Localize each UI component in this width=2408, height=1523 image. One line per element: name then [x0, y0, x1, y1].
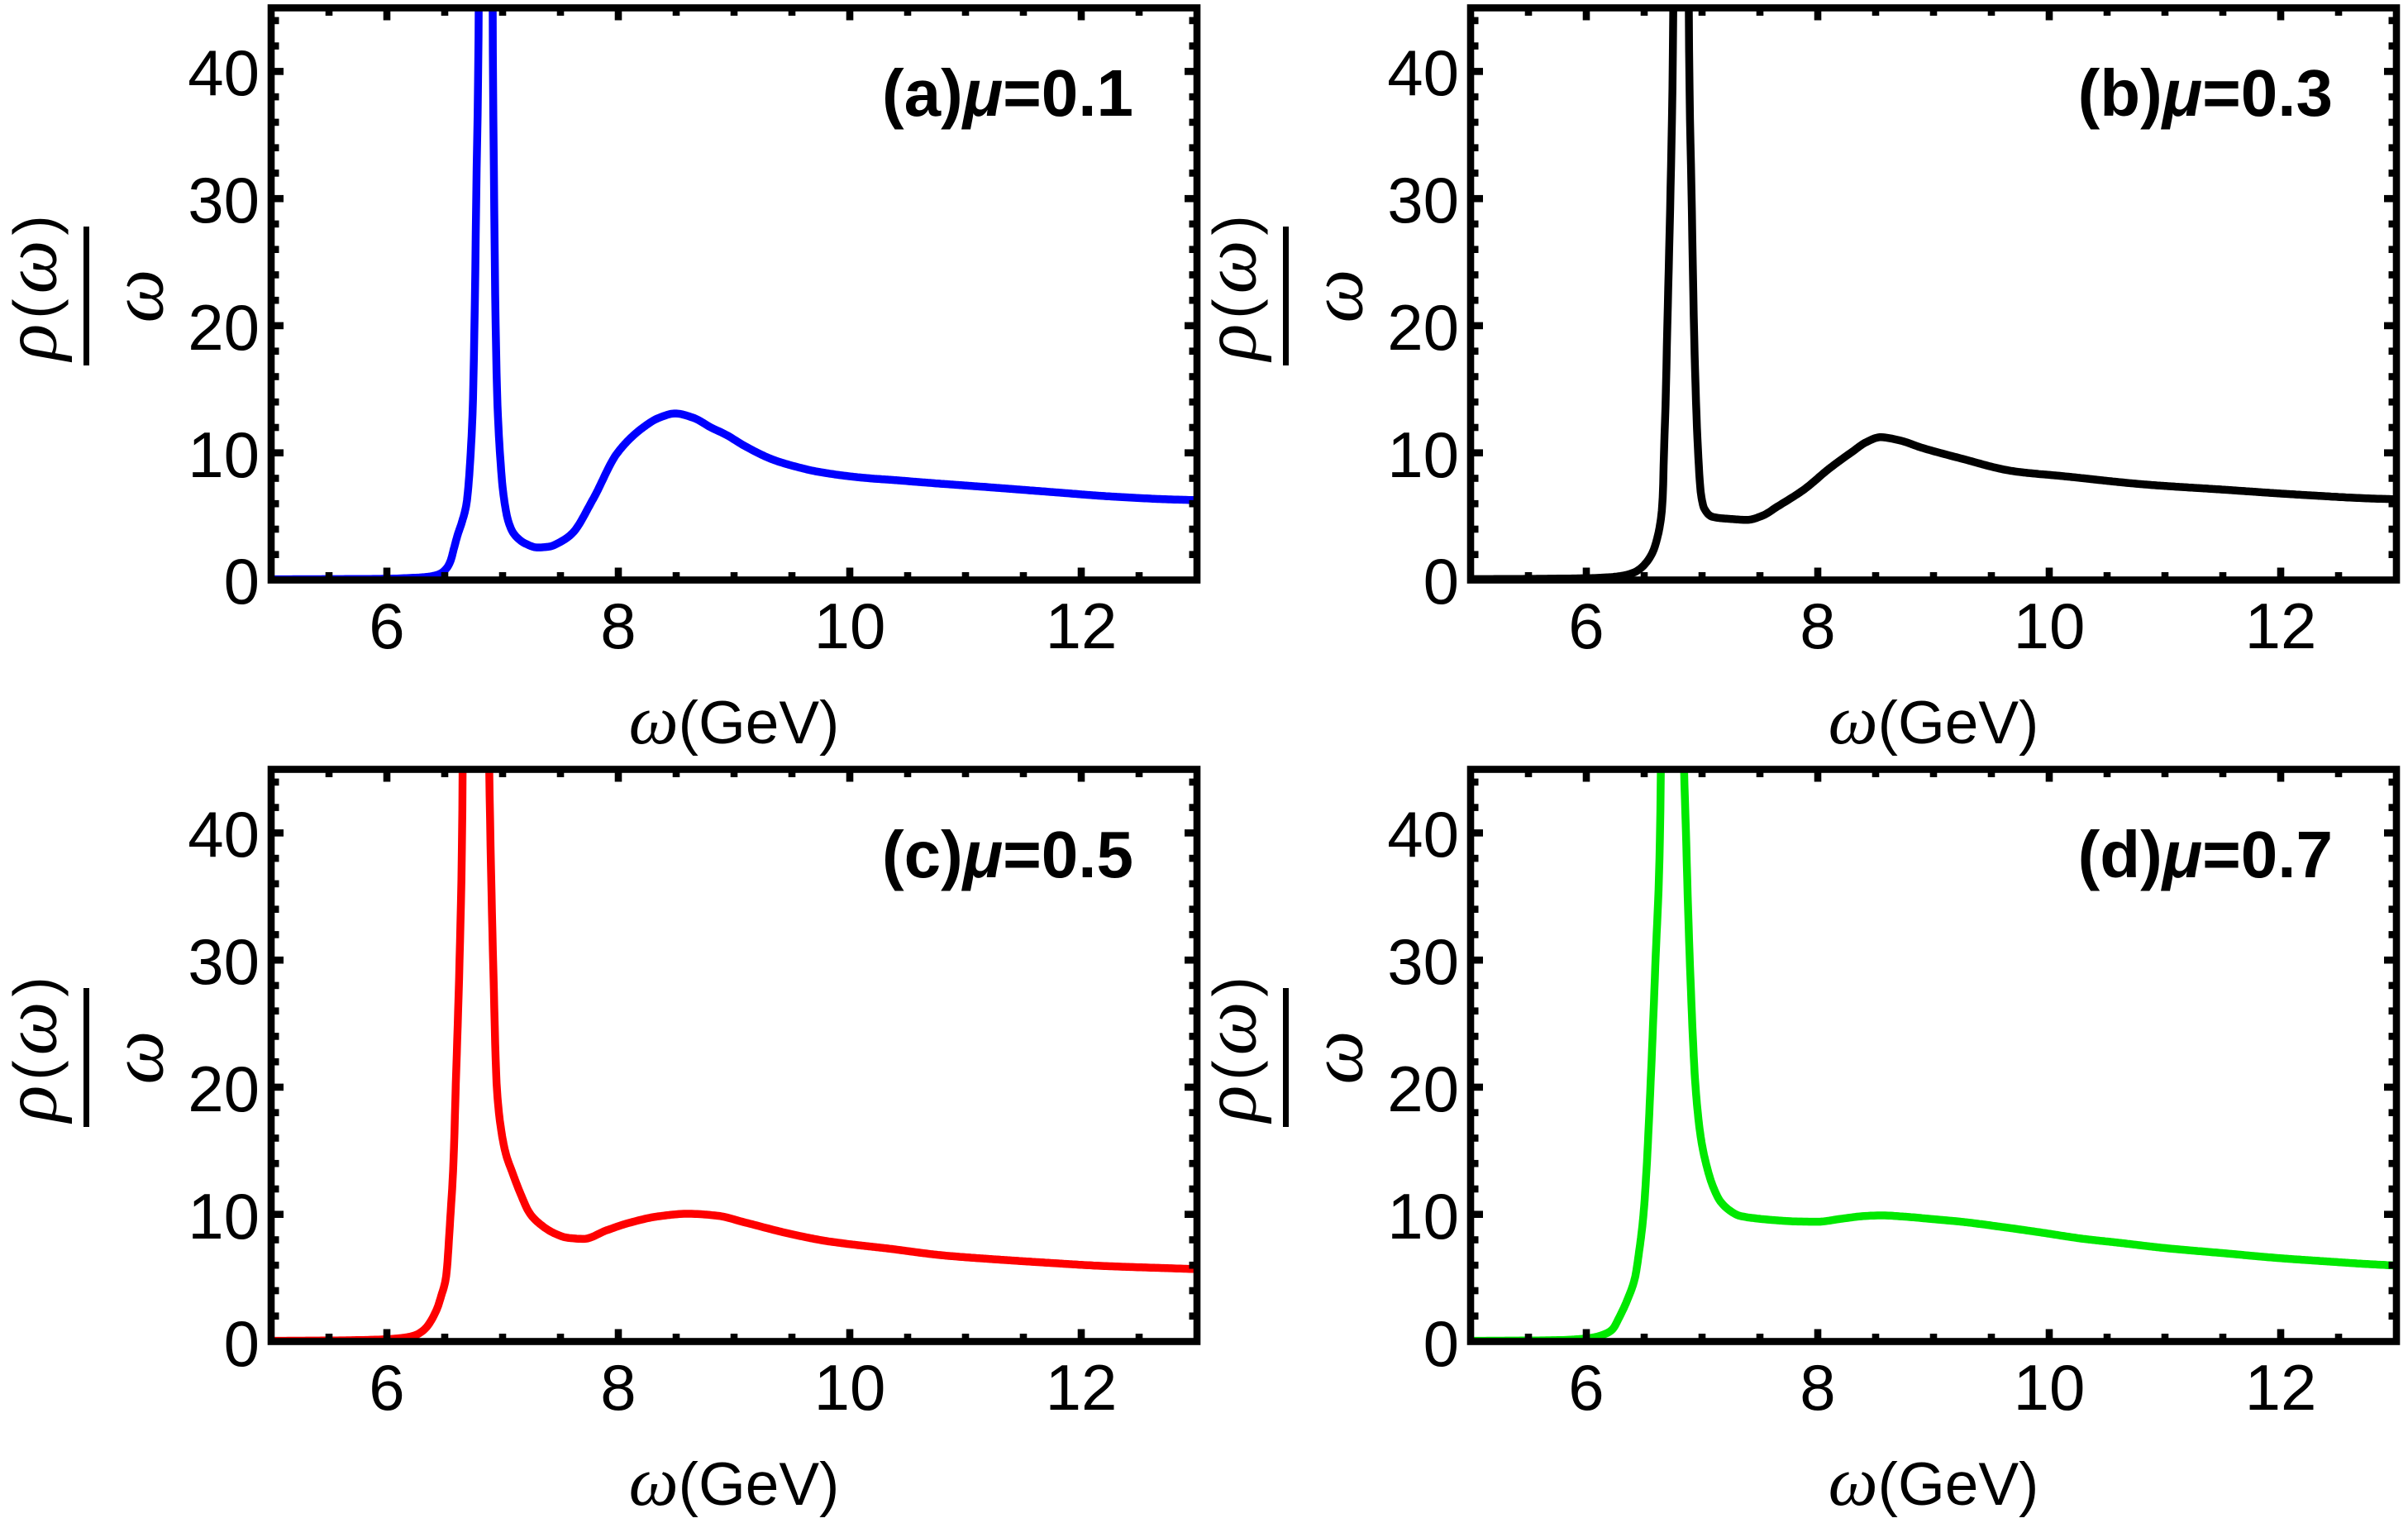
svg-text:(b)μ=0.3: (b)μ=0.3 [2078, 56, 2333, 130]
svg-text:10: 10 [1387, 1180, 1459, 1253]
svg-text:0: 0 [224, 545, 260, 618]
svg-text:ω(GeV): ω(GeV) [1829, 681, 2039, 759]
svg-text:20: 20 [1387, 1053, 1459, 1125]
svg-text:12: 12 [1046, 590, 1118, 662]
svg-text:6: 6 [1568, 590, 1604, 662]
svg-text:8: 8 [1800, 590, 1835, 662]
svg-text:20: 20 [1387, 291, 1459, 364]
svg-text:10: 10 [2014, 590, 2086, 662]
svg-text:6: 6 [1568, 1351, 1604, 1424]
svg-text:ω: ω [1295, 1031, 1379, 1085]
svg-text:8: 8 [1800, 1351, 1835, 1424]
svg-text:0: 0 [1423, 1307, 1459, 1380]
svg-text:8: 8 [600, 1351, 636, 1424]
svg-text:6: 6 [369, 590, 404, 662]
svg-text:30: 30 [1387, 164, 1459, 236]
svg-text:0: 0 [1423, 545, 1459, 618]
svg-text:ω(GeV): ω(GeV) [629, 1443, 840, 1521]
svg-text:ω: ω [1295, 270, 1379, 323]
svg-text:40: 40 [188, 36, 260, 109]
svg-text:10: 10 [2014, 1351, 2086, 1424]
svg-text:10: 10 [814, 1351, 886, 1424]
svg-text:ω: ω [95, 270, 179, 323]
svg-text:(a)μ=0.1: (a)μ=0.1 [882, 56, 1133, 130]
svg-text:(c)μ=0.5: (c)μ=0.5 [882, 818, 1133, 891]
svg-text:0: 0 [224, 1307, 260, 1380]
svg-text:20: 20 [188, 1053, 260, 1125]
svg-text:12: 12 [1046, 1351, 1118, 1424]
svg-text:30: 30 [188, 164, 260, 236]
svg-text:6: 6 [369, 1351, 404, 1424]
svg-text:40: 40 [1387, 36, 1459, 109]
svg-text:12: 12 [2245, 1351, 2317, 1424]
svg-text:ω(GeV): ω(GeV) [1829, 1443, 2039, 1521]
svg-text:ρ(ω): ρ(ω) [1188, 210, 1272, 363]
svg-text:ω: ω [95, 1031, 179, 1085]
svg-text:12: 12 [2245, 590, 2317, 662]
svg-text:40: 40 [188, 798, 260, 871]
svg-text:30: 30 [188, 925, 260, 998]
svg-text:(d)μ=0.7: (d)μ=0.7 [2078, 818, 2333, 891]
svg-text:ρ(ω): ρ(ω) [1188, 972, 1272, 1124]
svg-text:10: 10 [188, 1180, 260, 1253]
svg-text:20: 20 [188, 291, 260, 364]
svg-text:10: 10 [1387, 418, 1459, 491]
svg-text:10: 10 [814, 590, 886, 662]
svg-text:8: 8 [600, 590, 636, 662]
svg-text:ρ(ω): ρ(ω) [0, 972, 73, 1124]
svg-text:ω(GeV): ω(GeV) [629, 681, 840, 759]
svg-text:ρ(ω): ρ(ω) [0, 210, 73, 363]
svg-text:10: 10 [188, 418, 260, 491]
svg-text:40: 40 [1387, 798, 1459, 871]
svg-text:30: 30 [1387, 925, 1459, 998]
